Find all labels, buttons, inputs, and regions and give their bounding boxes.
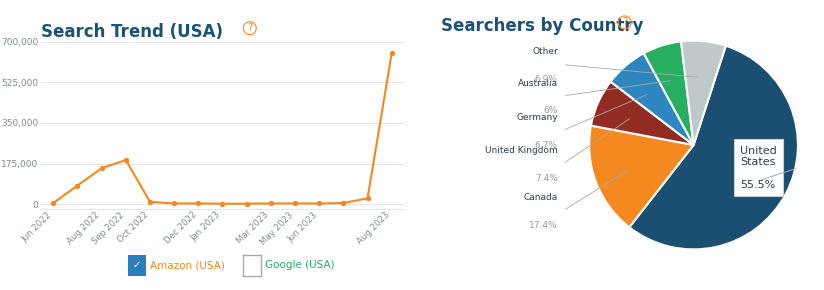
Text: Amazon (USA): Amazon (USA): [150, 260, 225, 270]
Text: ?: ?: [622, 17, 627, 27]
Text: Google (USA): Google (USA): [265, 260, 335, 270]
Text: ✓: ✓: [133, 260, 141, 270]
Wedge shape: [589, 126, 694, 227]
Text: United Kingdom: United Kingdom: [485, 146, 558, 155]
Text: Search Trend (USA): Search Trend (USA): [41, 23, 223, 41]
Wedge shape: [591, 81, 694, 145]
Text: Australia: Australia: [517, 79, 558, 88]
Text: Searchers by Country: Searchers by Country: [441, 17, 644, 35]
Text: ?: ?: [247, 23, 252, 33]
Text: Other: Other: [532, 47, 558, 56]
Text: Canada: Canada: [523, 193, 558, 202]
Text: 7.4%: 7.4%: [535, 174, 558, 183]
Wedge shape: [630, 46, 798, 249]
Text: 6.9%: 6.9%: [535, 75, 558, 84]
Text: Germany: Germany: [516, 113, 558, 122]
Text: United
States

55.5%: United States 55.5%: [740, 146, 777, 190]
Text: 17.4%: 17.4%: [529, 221, 558, 230]
Text: 6.7%: 6.7%: [535, 141, 558, 150]
Text: 6%: 6%: [544, 106, 558, 115]
Wedge shape: [644, 41, 694, 145]
Wedge shape: [611, 53, 694, 145]
Wedge shape: [681, 41, 726, 145]
